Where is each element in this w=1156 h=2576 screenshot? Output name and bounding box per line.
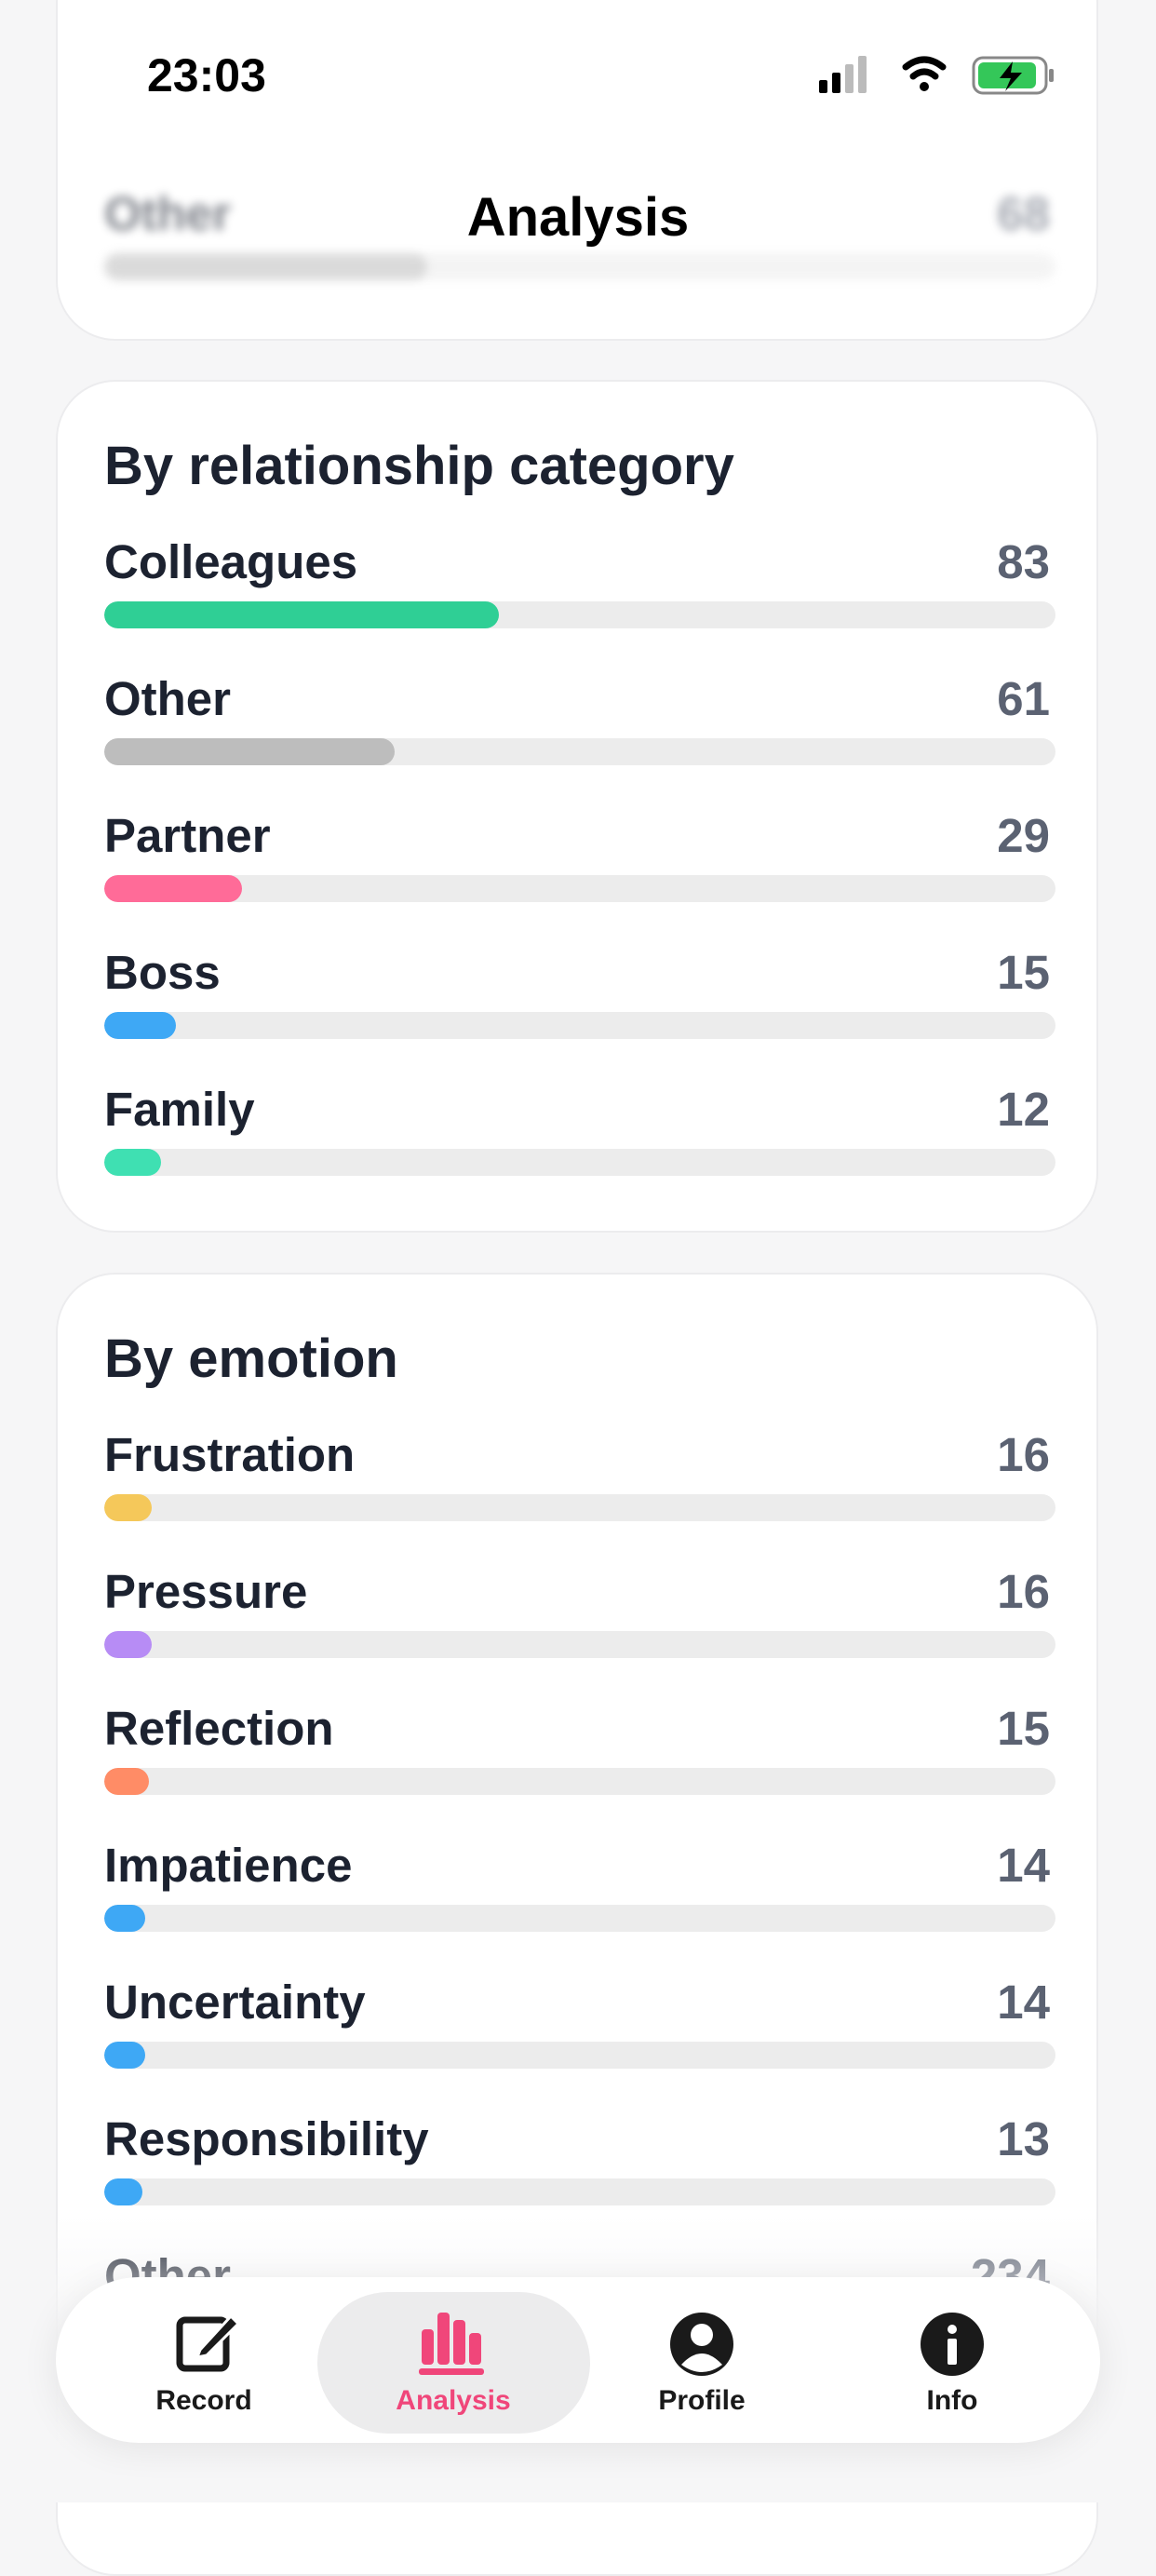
info-icon (921, 2313, 984, 2376)
bar-track (104, 1012, 1055, 1039)
relationship-card: By relationship category Colleagues 83 Othe… (56, 380, 1098, 1233)
bar-track (104, 1631, 1055, 1658)
card-title: By emotion (104, 1328, 398, 1389)
bar (104, 875, 243, 902)
bar-track (104, 1149, 1055, 1176)
row-label: Pressure (104, 1565, 308, 1618)
bar (104, 738, 395, 765)
bar (104, 2178, 143, 2205)
row-value: 14 (997, 1976, 1050, 2029)
record-icon (176, 2313, 241, 2372)
bar (104, 1631, 152, 1658)
row-label: Responsibility (104, 2112, 429, 2165)
row-value: 15 (997, 1702, 1050, 1755)
row-label: Colleagues (104, 535, 358, 588)
tab-icons (176, 2313, 984, 2376)
row-label: Family (104, 1083, 255, 1136)
tab-label[interactable]: Record (155, 2385, 252, 2416)
row-value: 12 (997, 1083, 1050, 1136)
row-label: Reflection (104, 1702, 334, 1755)
row-value: 16 (997, 1565, 1050, 1618)
bar (104, 1768, 149, 1795)
bar-track (104, 1494, 1055, 1521)
bar (104, 1149, 162, 1176)
row-value: 68 (997, 187, 1050, 240)
bar-track (104, 1905, 1055, 1932)
row-label: Boss (104, 946, 221, 999)
row-label: Partner (104, 809, 271, 862)
bar-track (104, 2178, 1055, 2205)
bar (104, 253, 428, 280)
bar-track (104, 1768, 1055, 1795)
bar (104, 1012, 176, 1039)
card-title: By relationship category (104, 436, 734, 496)
row-value: 61 (997, 672, 1050, 725)
row-label: Other (104, 187, 232, 240)
row-label: Frustration (104, 1428, 356, 1481)
bar-track (104, 875, 1055, 902)
bar (104, 2042, 146, 2069)
bar-track (104, 601, 1055, 628)
tab-label[interactable]: Profile (658, 2385, 746, 2416)
row-value: 16 (997, 1428, 1050, 1481)
row-label: Other (104, 672, 232, 725)
active-tab-highlight (317, 2292, 590, 2434)
status-icons (819, 56, 1054, 95)
profile-icon (670, 2313, 733, 2376)
row-label: Impatience (104, 1839, 353, 1892)
tab-label[interactable]: Info (926, 2385, 978, 2416)
status-time: 23:03 (147, 49, 266, 101)
bar (104, 1494, 152, 1521)
tab-label[interactable]: Analysis (396, 2385, 511, 2416)
row-value: 13 (997, 2112, 1050, 2165)
analysis-icon (419, 2313, 484, 2375)
row-value: 29 (997, 809, 1050, 862)
bar-track (104, 2042, 1055, 2069)
header-title: Analysis (466, 187, 690, 248)
row-value: 83 (997, 535, 1050, 588)
bar-track (104, 738, 1055, 765)
row-value: 15 (997, 946, 1050, 999)
bar-track (104, 253, 1055, 280)
row-value: 14 (997, 1839, 1050, 1892)
bar (104, 1905, 146, 1932)
row-label: Uncertainty (104, 1976, 366, 2029)
bar (104, 601, 500, 628)
